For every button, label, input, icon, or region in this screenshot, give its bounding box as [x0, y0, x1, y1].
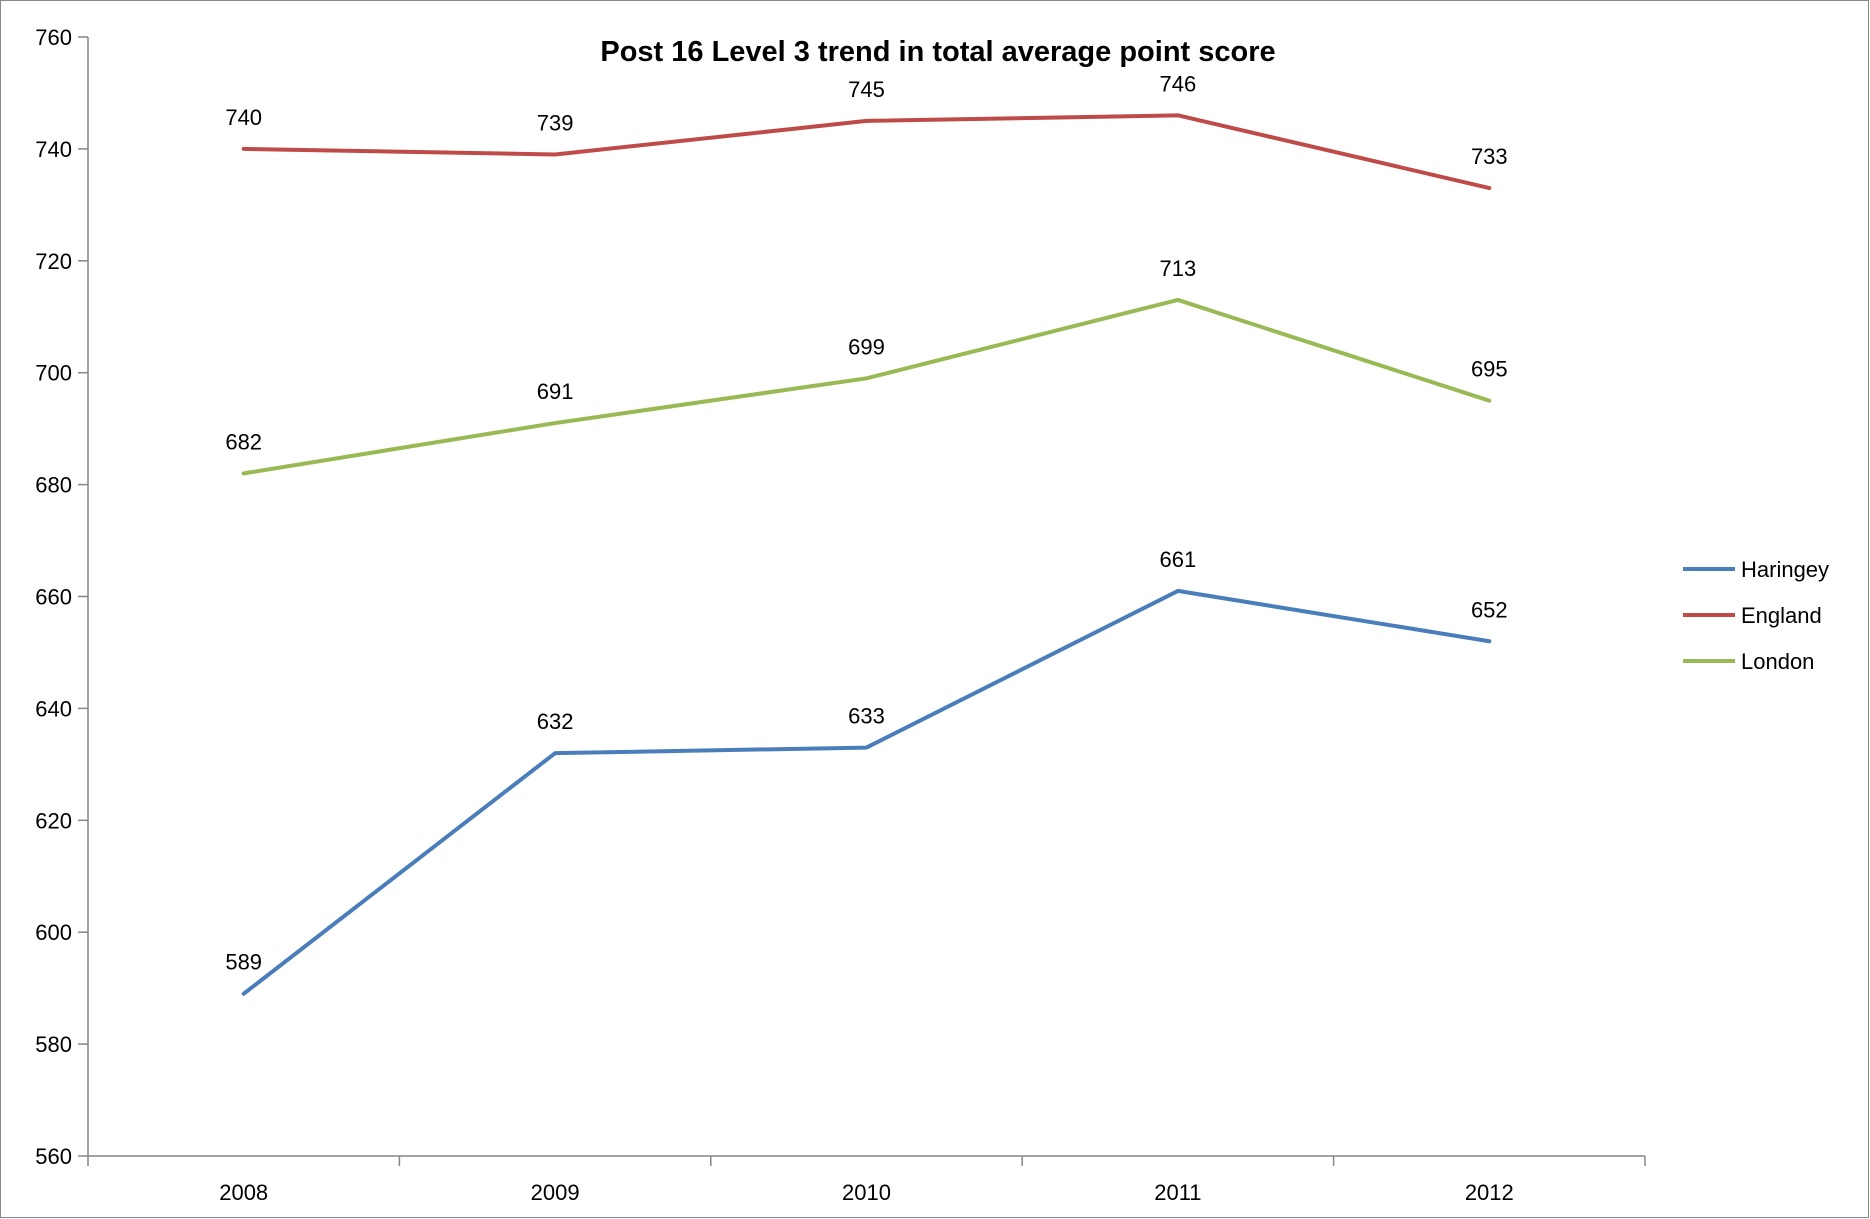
data-label: 746 — [1160, 71, 1197, 96]
series-line-haringey — [241, 588, 1492, 996]
series-line-england — [241, 113, 1492, 191]
legend-label: England — [1741, 603, 1822, 628]
legend: Haringey England London — [1683, 557, 1829, 674]
data-label: 691 — [537, 379, 574, 404]
chart-title: Post 16 Level 3 trend in total average p… — [600, 36, 1275, 68]
x-tick-label: 2009 — [531, 1180, 580, 1205]
data-label: 633 — [848, 704, 885, 729]
data-label: 699 — [848, 334, 885, 359]
y-tick-label: 620 — [35, 808, 72, 833]
data-label: 682 — [225, 429, 262, 454]
y-tick-label: 580 — [35, 1032, 72, 1057]
data-label: 589 — [225, 950, 262, 975]
data-label: 632 — [537, 709, 574, 734]
y-tick-label: 740 — [35, 137, 72, 162]
series-lines — [241, 113, 1492, 996]
data-label: 713 — [1160, 256, 1197, 281]
data-label: 745 — [848, 77, 885, 102]
x-axis-ticks: 2008 2009 2010 2011 2012 — [87, 1156, 1646, 1205]
y-tick-label: 680 — [35, 473, 72, 498]
series-line-london — [241, 297, 1492, 476]
y-axis-ticks: 560 580 600 620 640 660 680 700 720 740 760 — [35, 25, 88, 1169]
x-tick-label: 2012 — [1465, 1180, 1514, 1205]
x-tick-label: 2011 — [1154, 1180, 1201, 1205]
data-label: 661 — [1160, 547, 1197, 572]
data-label: 740 — [225, 105, 262, 130]
data-label: 695 — [1471, 357, 1508, 382]
data-label: 739 — [537, 110, 574, 135]
legend-label: Haringey — [1741, 557, 1829, 582]
x-tick-label: 2008 — [219, 1180, 268, 1205]
y-tick-label: 760 — [35, 25, 72, 50]
legend-label: London — [1741, 649, 1814, 674]
data-label: 733 — [1471, 144, 1508, 169]
y-tick-label: 560 — [35, 1144, 72, 1169]
data-labels: 589 632 633 661 652 740 739 745 746 733 682 691 699 7… — [225, 71, 1507, 974]
y-tick-label: 660 — [35, 585, 72, 610]
y-tick-label: 720 — [35, 249, 72, 274]
y-tick-label: 600 — [35, 920, 72, 945]
data-label: 652 — [1471, 597, 1508, 622]
x-tick-label: 2010 — [842, 1180, 891, 1205]
y-tick-label: 700 — [35, 361, 72, 386]
y-tick-label: 640 — [35, 696, 72, 721]
